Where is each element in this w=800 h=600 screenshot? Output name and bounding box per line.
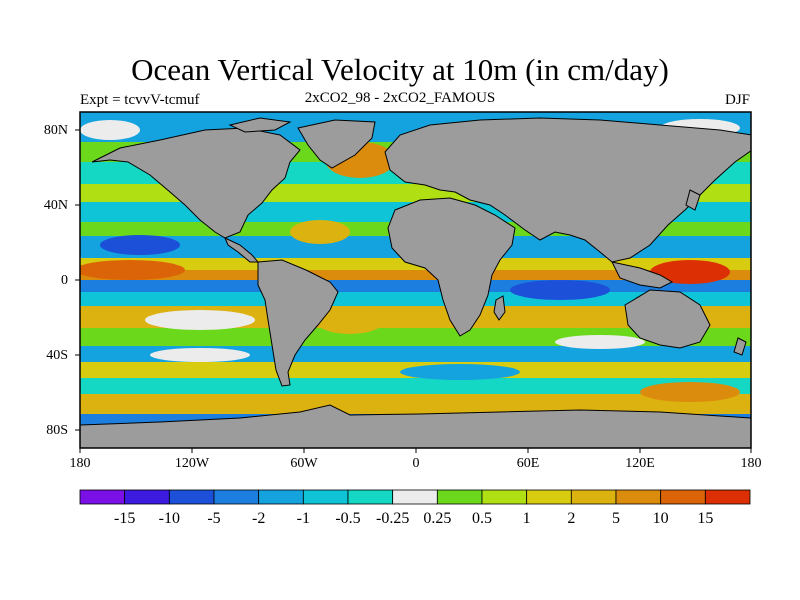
colorbar-box bbox=[258, 489, 304, 505]
colorbar-box bbox=[615, 489, 662, 505]
lon-tick-label: 0 bbox=[412, 456, 420, 471]
colorbar-tick-label: 5 bbox=[612, 510, 620, 527]
colorbar-tick-label: -15 bbox=[113, 510, 136, 527]
colorbar-box bbox=[481, 489, 528, 505]
europe-asia bbox=[384, 117, 751, 263]
lat-tick-label: 40N bbox=[43, 198, 68, 213]
colorbar-tick-label: 2 bbox=[567, 510, 576, 527]
colorbar-tick-label: 0.25 bbox=[423, 510, 452, 527]
lat-tick-label: 80S bbox=[46, 423, 68, 438]
lat-tick-label: 40S bbox=[46, 348, 68, 363]
colorbar-tick-label: 0.5 bbox=[472, 510, 492, 527]
arctic-islands bbox=[228, 117, 292, 133]
greenland bbox=[297, 119, 376, 169]
central-america bbox=[224, 236, 260, 263]
colorbar-box bbox=[168, 489, 215, 505]
colorbar-tick-label: -1 bbox=[296, 510, 310, 527]
colorbar-box bbox=[704, 489, 751, 505]
colorbar-tick-label: -5 bbox=[207, 510, 221, 527]
north-america bbox=[91, 127, 301, 239]
colorbar bbox=[79, 489, 751, 505]
comparison-label: 2xCO2_98 - 2xCO2_FAMOUS bbox=[304, 90, 496, 106]
colorbar-box bbox=[436, 489, 483, 505]
colorbar-tick-label: -0.25 bbox=[375, 510, 410, 527]
season-label: DJF bbox=[724, 92, 750, 108]
madagascar bbox=[493, 295, 506, 321]
lon-tick-label: 60E bbox=[516, 456, 540, 471]
experiment-label: Expt = tcvvV-tcmuf bbox=[80, 92, 200, 108]
colorbar-box bbox=[302, 489, 349, 505]
map-panel bbox=[80, 112, 751, 448]
colorbar-box bbox=[526, 489, 572, 505]
lat-tick-label: 80N bbox=[43, 123, 68, 138]
colorbar-tick-label: -2 bbox=[251, 510, 266, 527]
lon-tick-label: 180 bbox=[69, 456, 91, 471]
chart-title: Ocean Vertical Velocity at 10m (in cm/da… bbox=[131, 52, 669, 87]
lon-tick-label: 180 bbox=[740, 456, 762, 471]
colorbar-box bbox=[392, 489, 438, 505]
colorbar-tick-label: 15 bbox=[697, 510, 714, 527]
colorbar-box bbox=[347, 489, 394, 505]
lon-tick-label: 120W bbox=[174, 456, 210, 471]
colorbar-tick-label: -0.5 bbox=[335, 510, 361, 527]
colorbar-tick-label: 1 bbox=[522, 510, 531, 527]
lon-tick-label: 60W bbox=[290, 456, 318, 471]
australia bbox=[624, 289, 711, 349]
south-america bbox=[257, 259, 339, 387]
africa bbox=[387, 197, 516, 337]
colorbar-box bbox=[570, 489, 617, 505]
antarctica bbox=[80, 404, 751, 448]
axis-ticks bbox=[75, 129, 752, 453]
lon-tick-label: 120E bbox=[625, 456, 655, 471]
land-masses bbox=[80, 117, 751, 448]
new-zealand bbox=[733, 337, 747, 356]
colorbar-tick-label: 10 bbox=[652, 510, 669, 527]
colorbar-box bbox=[124, 489, 170, 505]
colorbar-box bbox=[660, 489, 706, 505]
colorbar-tick-label: -10 bbox=[158, 510, 180, 527]
japan bbox=[685, 189, 701, 211]
colorbar-box bbox=[213, 489, 260, 505]
southeast-asia-islands bbox=[611, 261, 674, 289]
lat-tick-label: 0 bbox=[61, 273, 68, 288]
colorbar-box bbox=[79, 489, 126, 505]
